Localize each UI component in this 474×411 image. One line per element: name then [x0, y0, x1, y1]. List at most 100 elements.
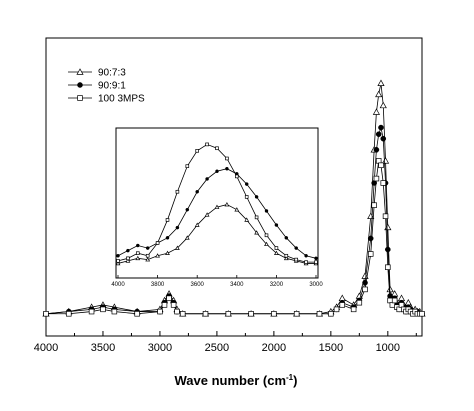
main-point-90-9-1-31 [385, 246, 391, 253]
inset-point-90-9-1-3 [145, 246, 150, 250]
inset-point-90-9-1-16 [274, 223, 279, 227]
inset-chart: 4000 3800 3600 3400 3200 3000 [111, 127, 323, 288]
main-point-100-3mps-13 [225, 311, 232, 317]
inset-point-90-7-3-8 [194, 222, 200, 227]
x-tick-label-3000: 3000 [148, 342, 172, 354]
inset-point-100-3mps-16 [274, 246, 279, 250]
x-axis-title-main: Wave number (cm [175, 373, 287, 388]
legend-marker-90-9-1 [77, 82, 83, 88]
inset-point-90-7-3-13 [244, 217, 250, 222]
main-point-100-3mps-22 [356, 299, 363, 306]
main-point-100-3mps-16 [293, 311, 300, 317]
inset-x-tick-label-3800: 3800 [151, 282, 165, 288]
main-point-90-9-1-23 [362, 279, 368, 286]
inset-series-100-3mps [116, 142, 318, 264]
inset-point-90-9-1-7 [185, 207, 190, 212]
main-point-100-3mps-28 [378, 162, 384, 169]
inset-point-90-7-3-3 [145, 257, 151, 262]
inset-point-100-3mps-9 [205, 142, 209, 147]
inset-point-100-3mps-13 [244, 195, 249, 199]
inset-point-100-3mps-10 [215, 146, 219, 151]
inset-point-90-7-3-4 [155, 253, 160, 258]
legend-item-90-9-1: 90:9:1 [68, 81, 126, 92]
inset-point-90-7-3-2 [135, 255, 141, 261]
main-point-100-3mps-5 [134, 311, 140, 317]
inset-x-tick-label-3200: 3200 [270, 282, 284, 288]
inset-point-90-9-1-10 [215, 169, 219, 174]
main-point-90-7-3-23 [361, 272, 369, 279]
inset-point-90-7-3-14 [254, 230, 259, 235]
inset-point-90-7-3-10 [214, 204, 220, 209]
main-point-100-3mps-21 [350, 306, 357, 313]
x-tick-label-1500: 1500 [319, 342, 343, 354]
inset-point-90-7-3-11 [224, 202, 230, 207]
inset-point-90-7-3-16 [274, 250, 279, 255]
inset-point-90-7-3-1 [125, 258, 131, 263]
main-point-100-3mps-32 [387, 297, 393, 304]
legend-label-90-9-1: 90:9:1 [98, 81, 126, 92]
legend-marker-90-7-3 [76, 68, 84, 75]
main-point-100-3mps-4 [111, 308, 118, 315]
inset-point-90-9-1-6 [175, 225, 180, 230]
inset-point-90-9-1-9 [205, 177, 209, 181]
main-point-100-3mps-18 [328, 311, 334, 317]
inset-point-100-3mps-2 [136, 251, 140, 255]
main-point-100-3mps-8 [166, 295, 172, 302]
inset-point-100-3mps-3 [145, 253, 150, 258]
inset-point-100-3mps-11 [225, 156, 229, 161]
inset-x-tick-label-3600: 3600 [191, 282, 205, 288]
inset-point-90-9-1-14 [254, 195, 259, 199]
inset-point-90-9-1-20 [314, 256, 318, 261]
main-point-100-3mps-26 [373, 175, 380, 182]
inset-point-100-3mps-18 [294, 257, 298, 262]
inset-point-100-3mps-17 [284, 253, 289, 258]
legend: 90:7:3 90:9:1 100 3MPS [68, 68, 145, 105]
x-tick-label-3500: 3500 [91, 342, 115, 354]
main-series-group [42, 79, 426, 317]
legend-item-100-3mps: 100 3MPS [68, 94, 145, 105]
main-point-100-3mps-2 [88, 308, 95, 315]
main-point-90-7-3-30 [381, 157, 390, 164]
x-axis-title-superscript: -1 [286, 373, 294, 382]
main-point-100-3mps-19 [333, 306, 340, 313]
plot-area-frame [45, 37, 423, 337]
main-point-90-9-1-26 [373, 146, 380, 153]
x-tick-label-2500: 2500 [205, 342, 229, 354]
inset-point-90-7-3-7 [184, 235, 190, 240]
inset-point-90-9-1-19 [304, 253, 308, 258]
inset-x-tick-label-4000: 4000 [111, 282, 125, 288]
inset-point-90-7-3-6 [175, 245, 180, 250]
inset-point-100-3mps-0 [116, 259, 120, 263]
main-point-100-3mps-10 [174, 308, 180, 315]
main-point-100-3mps-6 [157, 308, 163, 315]
inset-point-90-9-1-18 [294, 246, 298, 250]
main-point-100-3mps-7 [161, 302, 168, 308]
inset-point-100-3mps-14 [254, 215, 259, 220]
inset-point-90-7-3-15 [264, 241, 269, 247]
main-point-100-3mps-14 [248, 311, 254, 317]
inset-point-90-9-1-8 [195, 189, 199, 194]
main-point-100-3mps-9 [170, 302, 177, 308]
inset-point-90-7-3-12 [234, 207, 240, 212]
inset-point-90-9-1-11 [225, 166, 229, 171]
inset-point-90-7-3-9 [204, 212, 210, 217]
legend-label-100-3mps: 100 3MPS [98, 94, 145, 105]
main-point-100-3mps-34 [391, 297, 398, 304]
main-point-100-3mps-37 [398, 302, 405, 308]
main-point-90-9-1-27 [375, 131, 382, 138]
inset-point-90-7-3-17 [283, 255, 289, 261]
main-point-100-3mps-29 [380, 180, 387, 186]
main-point-100-3mps-33 [389, 302, 396, 308]
main-point-90-7-3-20 [338, 294, 346, 302]
main-point-100-3mps-0 [43, 311, 49, 317]
inset-point-100-3mps-7 [185, 164, 190, 168]
inset-point-90-9-1-0 [116, 253, 120, 258]
x-axis: 4000 3500 3000 2500 2000 1500 1000 [34, 331, 417, 354]
inset-point-100-3mps-1 [126, 256, 130, 261]
inset-point-100-3mps-6 [175, 189, 180, 194]
main-point-90-7-3-27 [375, 90, 383, 98]
inset-point-90-9-1-17 [284, 236, 289, 240]
main-point-100-3mps-23 [362, 286, 368, 293]
main-point-90-7-3-24 [367, 212, 375, 219]
inset-point-90-9-1-2 [136, 243, 140, 248]
